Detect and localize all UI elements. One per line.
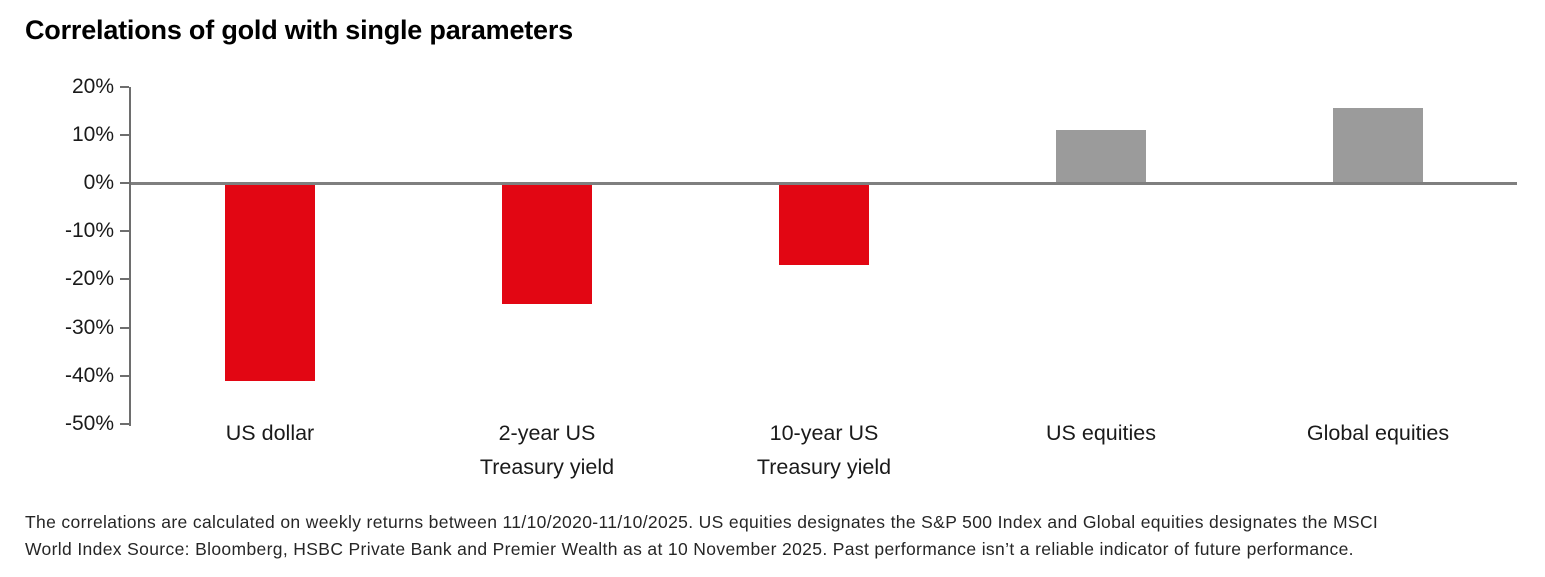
y-axis-tick xyxy=(120,374,129,377)
y-axis-tick xyxy=(120,133,129,136)
category-label-line: Treasury yield xyxy=(756,455,892,479)
bar xyxy=(779,183,869,265)
y-axis-tick xyxy=(120,85,129,88)
category-label: Global equities xyxy=(1238,416,1518,450)
category-label: 2-year US Treasury yield xyxy=(407,416,687,484)
footnote-line-2: World Index Source: Bloomberg, HSBC Priv… xyxy=(25,538,1354,559)
category-label: US dollar xyxy=(130,416,410,450)
category-label-line: Treasury yield xyxy=(479,455,615,479)
zero-line xyxy=(131,182,1517,185)
y-axis-label: -30% xyxy=(64,315,114,339)
category-label-line: Global equities xyxy=(1306,421,1450,445)
y-axis-label: -20% xyxy=(64,267,114,291)
y-axis-label: -50% xyxy=(64,412,114,435)
category-label: 10-year US Treasury yield xyxy=(684,416,964,484)
y-axis-tick xyxy=(120,423,129,425)
y-axis-label: -10% xyxy=(64,219,114,243)
category-label-line: US equities xyxy=(1046,421,1156,445)
category-label-line: 10-year US xyxy=(769,421,879,445)
bar xyxy=(225,183,315,381)
category-label: US equities xyxy=(961,416,1241,450)
bar xyxy=(1333,108,1423,183)
y-axis-tick xyxy=(120,182,129,184)
y-axis-tick xyxy=(120,230,129,233)
y-axis-line xyxy=(129,86,131,426)
footnote-line-1: The correlations are calculated on weekl… xyxy=(25,512,1379,532)
category-label-line: 2-year US xyxy=(498,421,596,445)
chart-title: Correlations of gold with single paramet… xyxy=(25,15,573,45)
bar xyxy=(502,183,592,304)
bar xyxy=(1056,129,1146,183)
category-label-line: US dollar xyxy=(225,421,315,445)
chart-footnote: The correlations are calculated on weekl… xyxy=(25,509,1378,562)
y-axis-label: -40% xyxy=(64,363,114,387)
y-axis-label: 10% xyxy=(71,122,114,146)
y-axis-label: 0% xyxy=(83,171,114,194)
y-axis-tick xyxy=(120,278,129,281)
y-axis-tick xyxy=(120,326,129,329)
y-axis-label: 20% xyxy=(71,74,114,98)
